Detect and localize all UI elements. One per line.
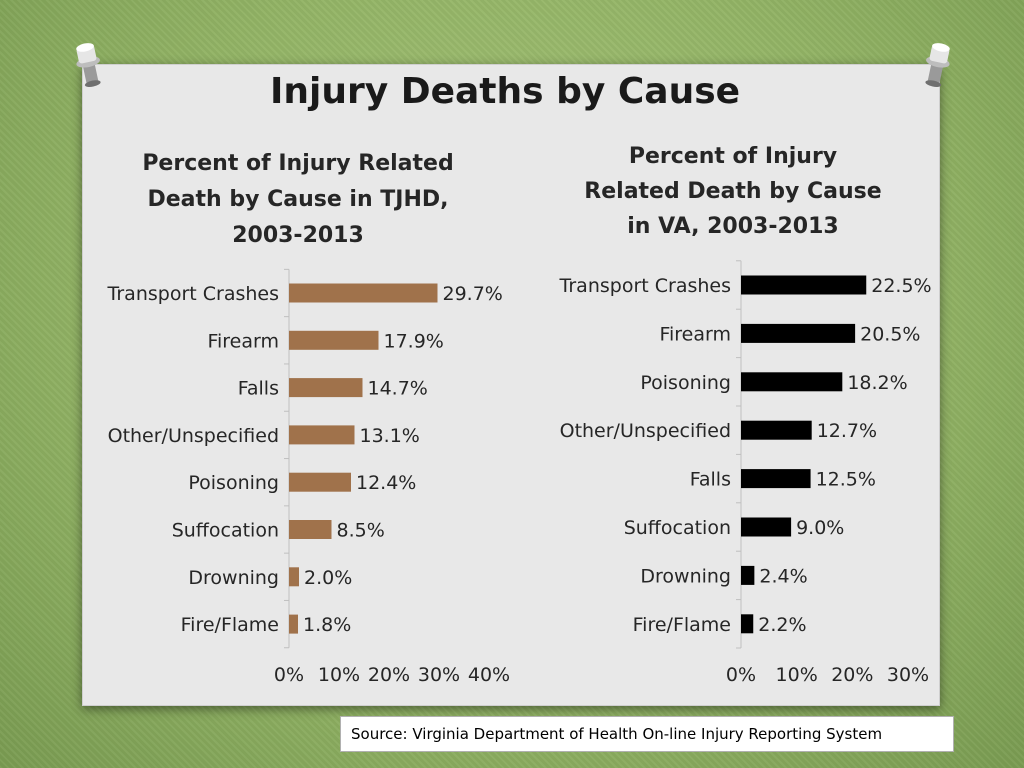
va-value-label: 9.0% bbox=[796, 517, 844, 539]
tjhd-bar bbox=[289, 425, 355, 445]
tjhd-value-label: 2.0% bbox=[304, 567, 352, 589]
tjhd-category-label: Fire/Flame bbox=[181, 614, 279, 636]
va-category-label: Poisoning bbox=[640, 372, 731, 394]
va-category-label: Drowning bbox=[640, 565, 731, 587]
va-category-label: Suffocation bbox=[624, 517, 731, 539]
tjhd-category-label: Firearm bbox=[207, 330, 279, 352]
tjhd-chart-title-line-3: 2003-2013 bbox=[232, 223, 364, 248]
va-category-label: Fire/Flame bbox=[633, 614, 731, 636]
va-value-label: 2.4% bbox=[759, 565, 807, 587]
tjhd-category-label: Transport Crashes bbox=[107, 283, 279, 305]
tjhd-value-label: 12.4% bbox=[356, 472, 416, 494]
tjhd-value-label: 29.7% bbox=[443, 283, 503, 305]
va-chart-title-line-1: Percent of Injury bbox=[629, 144, 837, 169]
va-x-tick-label: 0% bbox=[726, 664, 756, 686]
tjhd-chart-title-line-2: Death by Cause in TJHD, bbox=[147, 187, 448, 212]
va-bar bbox=[741, 420, 812, 440]
va-value-label: 20.5% bbox=[860, 323, 920, 345]
tjhd-bar bbox=[289, 520, 332, 539]
va-bar bbox=[741, 517, 792, 537]
va-value-label: 12.7% bbox=[817, 420, 877, 442]
va-value-label: 18.2% bbox=[847, 372, 907, 394]
va-bar bbox=[741, 323, 856, 343]
va-category-label: Firearm bbox=[659, 323, 731, 345]
va-x-tick-label: 10% bbox=[776, 664, 818, 686]
va-bar bbox=[741, 275, 867, 295]
va-value-label: 12.5% bbox=[816, 469, 876, 491]
va-x-tick-label: 30% bbox=[887, 664, 929, 686]
tjhd-category-label: Falls bbox=[238, 378, 279, 400]
va-chart-title-line-2: Related Death by Cause bbox=[584, 179, 881, 204]
va-category-label: Transport Crashes bbox=[559, 275, 731, 297]
slide-title: Injury Deaths by Cause bbox=[269, 71, 741, 112]
va-bar bbox=[741, 372, 843, 392]
tjhd-x-tick-label: 40% bbox=[468, 664, 510, 686]
tjhd-chart-title-line-1: Percent of Injury Related bbox=[142, 151, 453, 176]
pushpin-right-icon bbox=[925, 43, 950, 87]
va-chart-title-line-3: in VA, 2003-2013 bbox=[627, 214, 838, 239]
tjhd-value-label: 14.7% bbox=[368, 378, 428, 400]
tjhd-category-label: Suffocation bbox=[172, 520, 279, 542]
tjhd-value-label: 17.9% bbox=[384, 330, 444, 352]
tjhd-x-tick-label: 30% bbox=[418, 664, 460, 686]
tjhd-bar bbox=[289, 614, 298, 634]
va-bar bbox=[741, 614, 754, 634]
tjhd-category-label: Poisoning bbox=[188, 472, 279, 494]
source-note: Source: Virginia Department of Health On… bbox=[340, 716, 954, 752]
tjhd-bar bbox=[289, 567, 299, 587]
tjhd-value-label: 8.5% bbox=[337, 520, 385, 542]
va-bar bbox=[741, 565, 755, 585]
tjhd-bar bbox=[289, 330, 379, 350]
tjhd-x-tick-label: 20% bbox=[368, 664, 410, 686]
va-value-label: 2.2% bbox=[758, 614, 806, 636]
tjhd-value-label: 13.1% bbox=[360, 425, 420, 447]
va-bar bbox=[741, 469, 811, 489]
tjhd-bar bbox=[289, 283, 438, 303]
va-category-label: Falls bbox=[690, 469, 731, 491]
va-category-label: Other/Unspecified bbox=[560, 420, 731, 442]
tjhd-bar bbox=[289, 472, 351, 492]
tjhd-bar bbox=[289, 378, 363, 398]
tjhd-value-label: 1.8% bbox=[303, 614, 351, 636]
tjhd-category-label: Other/Unspecified bbox=[108, 425, 279, 447]
va-value-label: 22.5% bbox=[871, 275, 931, 297]
tjhd-x-tick-label: 0% bbox=[274, 664, 304, 686]
va-x-tick-label: 20% bbox=[831, 664, 873, 686]
pushpin-left-icon bbox=[76, 43, 101, 87]
tjhd-x-tick-label: 10% bbox=[318, 664, 360, 686]
tjhd-category-label: Drowning bbox=[188, 567, 279, 589]
